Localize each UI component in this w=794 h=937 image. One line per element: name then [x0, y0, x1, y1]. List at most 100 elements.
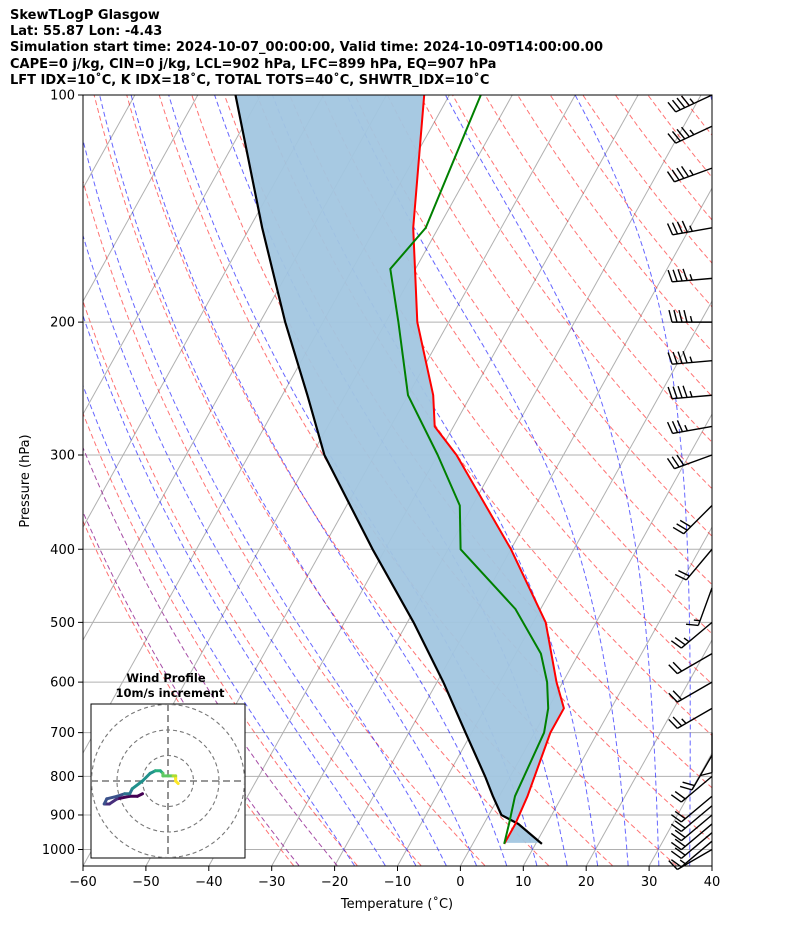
chart-header: SkewTLogP Glasgow Lat: 55.87 Lon: -4.43 …	[10, 8, 603, 89]
hodograph-segment	[107, 797, 119, 806]
wind-barb	[699, 732, 713, 777]
isotherm-gridline	[334, 187, 712, 866]
moist-adiabat	[271, 95, 599, 866]
wind-barb	[668, 681, 713, 703]
wind-barb	[668, 707, 713, 729]
hodograph-subtitle: 10m/s increment	[116, 686, 225, 700]
y-tick-label: 200	[50, 316, 75, 331]
temperature-line	[412, 95, 565, 845]
dry-adiabat	[321, 95, 712, 635]
dry-adiabat	[549, 95, 712, 308]
dewpoint-line	[389, 95, 550, 845]
isotherm-gridline	[83, 95, 325, 529]
wind-barb	[667, 94, 713, 113]
hodograph-segment	[130, 779, 144, 791]
x-tick-label: 0	[456, 875, 464, 890]
chart-title: SkewTLogP Glasgow	[10, 8, 160, 23]
dry-adiabat	[680, 95, 712, 136]
isotherm-gridline	[775, 95, 794, 865]
wind-barb	[670, 795, 713, 823]
dry-adiabat	[83, 519, 294, 866]
x-tick-label: −40	[195, 875, 222, 890]
y-tick-label: 600	[50, 676, 75, 691]
y-tick-label: 700	[50, 726, 75, 741]
time-line: Simulation start time: 2024-10-07_00:00:…	[10, 40, 603, 56]
wind-barb	[670, 832, 713, 859]
parcel-profile-line	[234, 95, 543, 845]
wind-barb	[666, 454, 713, 470]
hodograph-segment	[141, 771, 152, 783]
x-tick-label: −60	[69, 875, 96, 890]
dry-adiabat	[158, 95, 677, 866]
y-tick-label: 900	[50, 808, 75, 823]
x-tick-label: 30	[641, 875, 658, 890]
hodograph-inset: Wind Profile 10m/s increment	[90, 671, 246, 859]
y-axis: 1000 900 800 700 600 500 400 300 200 100	[42, 89, 83, 858]
wind-barb	[670, 775, 713, 803]
wind-barb	[670, 805, 713, 833]
x-tick-label: −30	[258, 875, 285, 890]
wind-barb	[667, 268, 713, 283]
isotherm-gridline	[711, 864, 712, 866]
moist-adiabat	[445, 95, 660, 866]
dry-adiabat	[83, 299, 422, 866]
profiles	[234, 95, 565, 845]
y-axis-label: Pressure (hPa)	[18, 434, 33, 527]
moist-adiabat	[83, 384, 355, 866]
wind-barb	[674, 548, 713, 581]
dry-adiabat	[713, 95, 794, 866]
purple-reference-line	[83, 446, 338, 866]
y-tick-label: 500	[50, 616, 75, 631]
moist-adiabat	[130, 95, 508, 866]
hodograph-segment	[105, 794, 119, 801]
y-tick-label: 1000	[42, 843, 75, 858]
wind-barb	[685, 587, 713, 627]
wind-barb	[666, 220, 713, 236]
x-axis-label: Temperature (˚C)	[340, 896, 453, 912]
isotherm-gridline	[0, 95, 9, 865]
x-tick-label: 20	[578, 875, 595, 890]
location-line: Lat: 55.87 Lon: -4.43	[10, 24, 163, 40]
dry-adiabat	[93, 95, 549, 866]
dry-adiabat	[354, 95, 712, 586]
isotherm-gridline	[648, 752, 712, 866]
wind-barb	[667, 385, 713, 400]
y-tick-label: 100	[50, 89, 75, 104]
hodograph-title: Wind Profile	[126, 671, 206, 685]
isotherm-gridline	[83, 95, 262, 416]
dry-adiabat	[452, 95, 712, 443]
isotherm-gridline	[523, 526, 712, 866]
wind-barbs	[666, 94, 713, 871]
purple-reference-line	[83, 510, 300, 866]
cape-shading	[235, 95, 564, 843]
wind-barb	[670, 840, 713, 868]
moist-adiabat	[99, 95, 477, 866]
wind-barb	[666, 166, 713, 183]
moist-adiabat	[83, 233, 417, 866]
dry-adiabat	[582, 95, 712, 264]
dry-adiabat	[191, 95, 712, 843]
x-tick-label: −20	[321, 875, 348, 890]
dry-adiabat	[517, 95, 712, 353]
moist-adiabat	[574, 95, 691, 866]
dry-adiabat	[289, 95, 712, 685]
x-tick-label: −10	[384, 875, 411, 890]
wind-barb	[668, 652, 713, 675]
wind-barb	[670, 621, 713, 649]
wind-barb	[666, 420, 713, 435]
hodograph-segment	[174, 779, 180, 786]
cape-area	[235, 95, 564, 843]
wind-barb	[672, 505, 713, 535]
wind-barb	[668, 309, 712, 323]
isotherm-gridline	[586, 639, 712, 866]
y-tick-label: 800	[50, 770, 75, 785]
isotherm-gridline	[83, 95, 199, 303]
indices-line: LFT IDX=10˚C, K IDX=18˚C, TOTAL TOTS=40˚…	[10, 72, 490, 88]
wind-barb	[667, 125, 713, 144]
y-tick-label: 400	[50, 543, 75, 558]
dry-adiabat	[614, 95, 712, 221]
x-axis: −60 −50 −40 −30 −20 −10 0 10 20 30 40	[69, 866, 720, 890]
dry-adiabat	[126, 95, 613, 866]
dry-adiabat	[83, 179, 486, 866]
